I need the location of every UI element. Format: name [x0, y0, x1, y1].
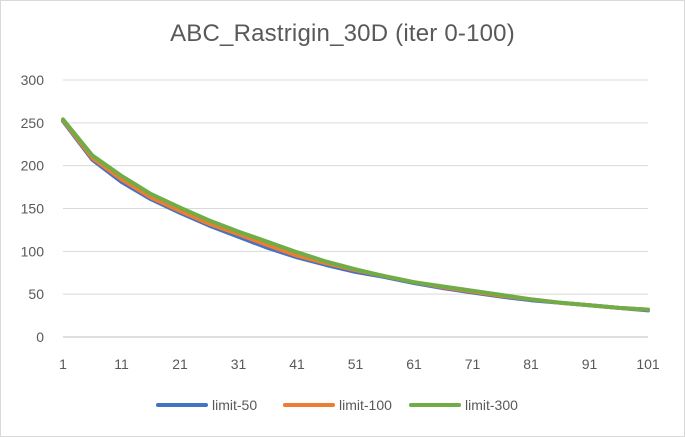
y-tick-label-250: 250	[21, 115, 45, 131]
x-tick-label-41: 41	[289, 356, 305, 372]
series-line-limit-50	[61, 119, 650, 313]
x-tick-label-71: 71	[465, 356, 481, 372]
legend-label-limit-300: limit-300	[465, 397, 518, 413]
x-tick-label-91: 91	[582, 356, 598, 372]
series-line-limit-100	[61, 118, 650, 312]
y-tick-label-100: 100	[21, 243, 45, 259]
x-tick-label-101: 101	[636, 356, 660, 372]
y-tick-label-50: 50	[28, 286, 44, 302]
series-line-limit-300	[61, 117, 650, 312]
x-tick-label-51: 51	[348, 356, 364, 372]
legend-label-limit-50: limit-50	[212, 397, 257, 413]
x-tick-label-81: 81	[523, 356, 539, 372]
x-tick-label-61: 61	[406, 356, 422, 372]
x-tick-label-21: 21	[172, 356, 188, 372]
chart-title: ABC_Rastrigin_30D (iter 0-100)	[170, 20, 515, 47]
y-tick-label-200: 200	[21, 158, 45, 174]
y-tick-label-300: 300	[21, 72, 45, 88]
x-tick-label-11: 11	[114, 356, 129, 372]
x-tick-label-31: 31	[231, 356, 247, 372]
y-tick-label-150: 150	[21, 201, 45, 217]
y-tick-label-0: 0	[36, 329, 44, 345]
x-tick-label-1: 1	[59, 356, 67, 372]
legend-label-limit-100: limit-100	[339, 397, 392, 413]
